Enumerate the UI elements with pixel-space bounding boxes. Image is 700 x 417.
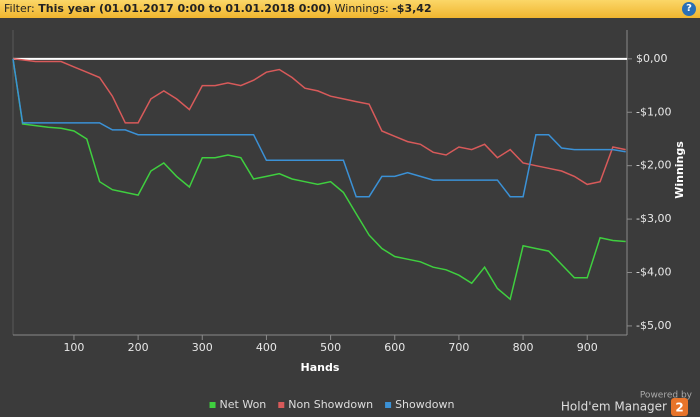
x-tick-label: 900 <box>577 341 598 354</box>
y-tick-label: -$1,00 <box>636 105 671 118</box>
x-tick-label: 100 <box>63 341 84 354</box>
x-tick-label: 500 <box>320 341 341 354</box>
y-tick-label: $0,00 <box>636 52 668 65</box>
x-tick-label: 700 <box>448 341 469 354</box>
series-line <box>12 58 626 198</box>
legend-label: Showdown <box>395 398 454 411</box>
x-axis-title: Hands <box>301 361 340 374</box>
x-tick-label: 300 <box>192 341 213 354</box>
filter-label: Filter: <box>4 2 35 15</box>
series-line <box>12 58 626 301</box>
product-name: Hold'em Manager <box>561 400 667 414</box>
y-tick-label: -$2,00 <box>636 159 671 172</box>
legend-swatch <box>209 402 216 408</box>
filter-bar: Filter: This year (01.01.2017 0:00 to 01… <box>0 0 700 18</box>
x-tick-label: 400 <box>256 341 277 354</box>
y-tick-label: -$4,00 <box>636 266 671 279</box>
winnings-value: -$3,42 <box>392 2 432 15</box>
logo-version: 2 <box>675 401 683 415</box>
logo-box <box>671 398 688 416</box>
y-tick-label: -$5,00 <box>636 319 671 332</box>
x-tick-label: 800 <box>513 341 534 354</box>
x-tick-label: 200 <box>128 341 149 354</box>
y-tick-label: -$3,00 <box>636 212 671 225</box>
chart: Hands Winnings Powered by Hold'em Manage… <box>12 30 693 416</box>
winnings-label: Winnings: <box>334 2 389 15</box>
filter-value: This year (01.01.2017 0:00 to 01.01.2018… <box>38 2 332 15</box>
legend-label: Net Won <box>220 398 267 411</box>
legend-swatch <box>385 402 392 408</box>
powered-by: Powered by <box>640 391 693 401</box>
legend-swatch <box>278 402 285 408</box>
legend-label: Non Showdown <box>288 398 373 411</box>
x-tick-label: 600 <box>384 341 405 354</box>
series-line <box>12 58 626 186</box>
help-button[interactable]: ? <box>682 2 696 16</box>
y-axis-title: Winnings <box>673 141 686 199</box>
